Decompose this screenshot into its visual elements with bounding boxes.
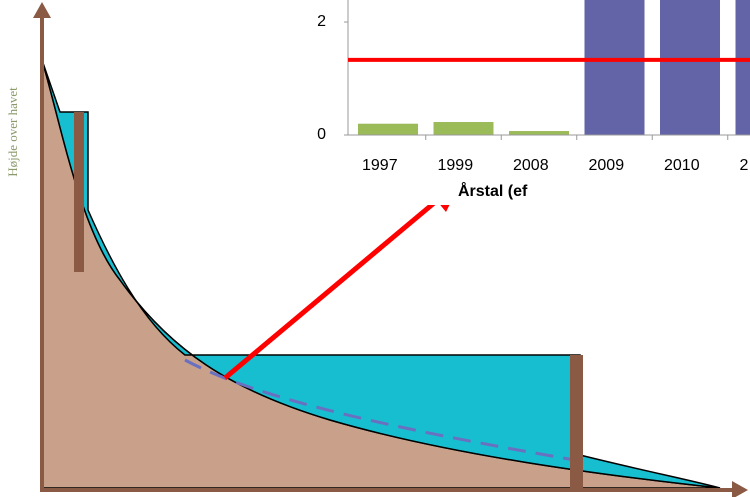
axis-arrow bbox=[732, 481, 748, 497]
x-tick-label: 2 bbox=[740, 157, 749, 174]
x-axis-title: Årstal (ef bbox=[458, 181, 528, 200]
bar bbox=[433, 122, 494, 135]
bar bbox=[660, 0, 720, 135]
y-tick-label: 0 bbox=[317, 126, 326, 143]
water bbox=[41, 59, 721, 489]
dashed-profile bbox=[184, 358, 576, 462]
dam bbox=[570, 355, 583, 490]
x-tick-label: 1997 bbox=[362, 157, 398, 174]
x-tick-label: 2008 bbox=[513, 157, 549, 174]
dam bbox=[74, 112, 84, 272]
x-tick-label: 2009 bbox=[589, 157, 625, 174]
x-tick-label: 2010 bbox=[664, 157, 700, 174]
x-tick-label: 1999 bbox=[438, 157, 474, 174]
bar bbox=[509, 131, 569, 135]
y-axis-label: Højde over havet bbox=[5, 87, 20, 177]
bar bbox=[358, 123, 418, 135]
axis-arrow bbox=[33, 2, 51, 18]
chart: Årstal (ef 0 2 1997 1999 2008 2009 2010 2 bbox=[290, 0, 750, 205]
bar bbox=[735, 0, 750, 135]
bar bbox=[584, 0, 645, 135]
pointer-arrow bbox=[223, 196, 442, 380]
plot-area bbox=[358, 0, 750, 135]
y-tick-label: 2 bbox=[317, 13, 326, 30]
